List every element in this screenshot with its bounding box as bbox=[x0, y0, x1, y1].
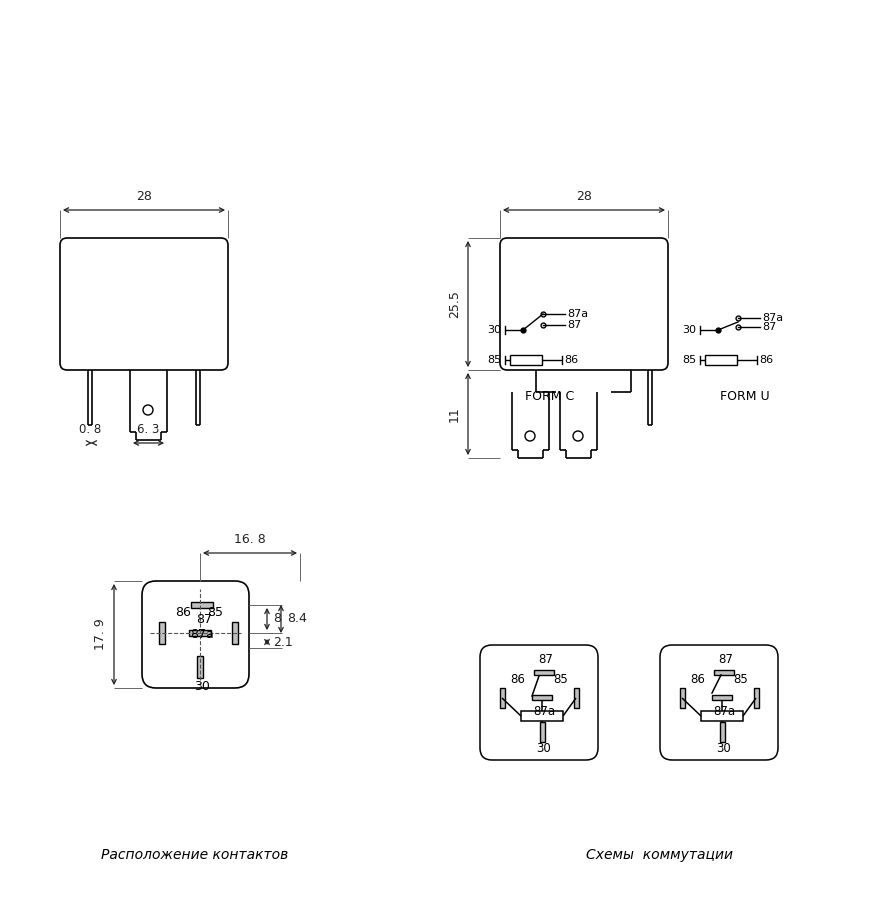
Text: 8: 8 bbox=[273, 613, 281, 626]
Text: 30: 30 bbox=[194, 680, 210, 693]
Bar bbox=[197, 656, 203, 678]
Text: FORM C: FORM C bbox=[525, 390, 575, 403]
Text: 86: 86 bbox=[759, 355, 774, 365]
Bar bbox=[712, 695, 732, 700]
Text: 28: 28 bbox=[576, 190, 592, 203]
Text: 85: 85 bbox=[487, 355, 501, 365]
Text: 87: 87 bbox=[539, 653, 554, 666]
Text: 28: 28 bbox=[136, 190, 152, 203]
Text: 87: 87 bbox=[762, 322, 776, 332]
Bar bbox=[680, 688, 685, 708]
Text: 86: 86 bbox=[690, 673, 705, 686]
Text: 87a: 87a bbox=[567, 309, 588, 319]
Text: 87a: 87a bbox=[533, 705, 555, 718]
Bar bbox=[521, 711, 563, 721]
Text: 30: 30 bbox=[537, 742, 551, 755]
Text: 86: 86 bbox=[564, 355, 578, 365]
Text: 17. 9: 17. 9 bbox=[94, 618, 107, 651]
Bar bbox=[510, 355, 542, 365]
Bar bbox=[574, 688, 579, 708]
Text: 8.4: 8.4 bbox=[287, 613, 307, 626]
Text: 87: 87 bbox=[196, 613, 212, 626]
Text: 30: 30 bbox=[487, 325, 501, 335]
Text: 0. 8: 0. 8 bbox=[79, 423, 102, 436]
Text: 86: 86 bbox=[510, 673, 525, 686]
Bar bbox=[532, 695, 552, 700]
Bar bbox=[500, 688, 505, 708]
Bar bbox=[705, 355, 737, 365]
Text: Расположение контактов: Расположение контактов bbox=[102, 848, 289, 862]
Text: 85: 85 bbox=[207, 606, 223, 619]
Bar bbox=[701, 711, 743, 721]
Text: FORM U: FORM U bbox=[721, 390, 770, 403]
Text: 85: 85 bbox=[733, 673, 748, 686]
Bar bbox=[191, 602, 213, 608]
Text: 2.1: 2.1 bbox=[273, 635, 293, 649]
Text: 85: 85 bbox=[682, 355, 696, 365]
Text: 30: 30 bbox=[682, 325, 696, 335]
Text: 16. 8: 16. 8 bbox=[234, 533, 266, 546]
Text: 25.5: 25.5 bbox=[448, 290, 461, 318]
Bar bbox=[754, 688, 759, 708]
Text: 85: 85 bbox=[554, 673, 568, 686]
Text: 87a: 87a bbox=[190, 627, 214, 641]
Bar bbox=[720, 722, 725, 742]
Text: 87: 87 bbox=[567, 320, 581, 330]
Bar bbox=[534, 670, 554, 675]
Text: 6. 3: 6. 3 bbox=[138, 423, 160, 436]
Bar bbox=[540, 722, 545, 742]
Text: 87: 87 bbox=[719, 653, 734, 666]
Text: 30: 30 bbox=[717, 742, 731, 755]
Text: 11: 11 bbox=[448, 406, 461, 422]
Text: 87a: 87a bbox=[713, 705, 735, 718]
Bar bbox=[232, 622, 238, 644]
Text: 87a: 87a bbox=[762, 313, 783, 323]
Text: Схемы  коммутации: Схемы коммутации bbox=[586, 848, 734, 862]
Text: 86: 86 bbox=[175, 606, 191, 619]
Bar bbox=[159, 622, 165, 644]
Bar bbox=[189, 630, 211, 636]
Bar bbox=[714, 670, 734, 675]
